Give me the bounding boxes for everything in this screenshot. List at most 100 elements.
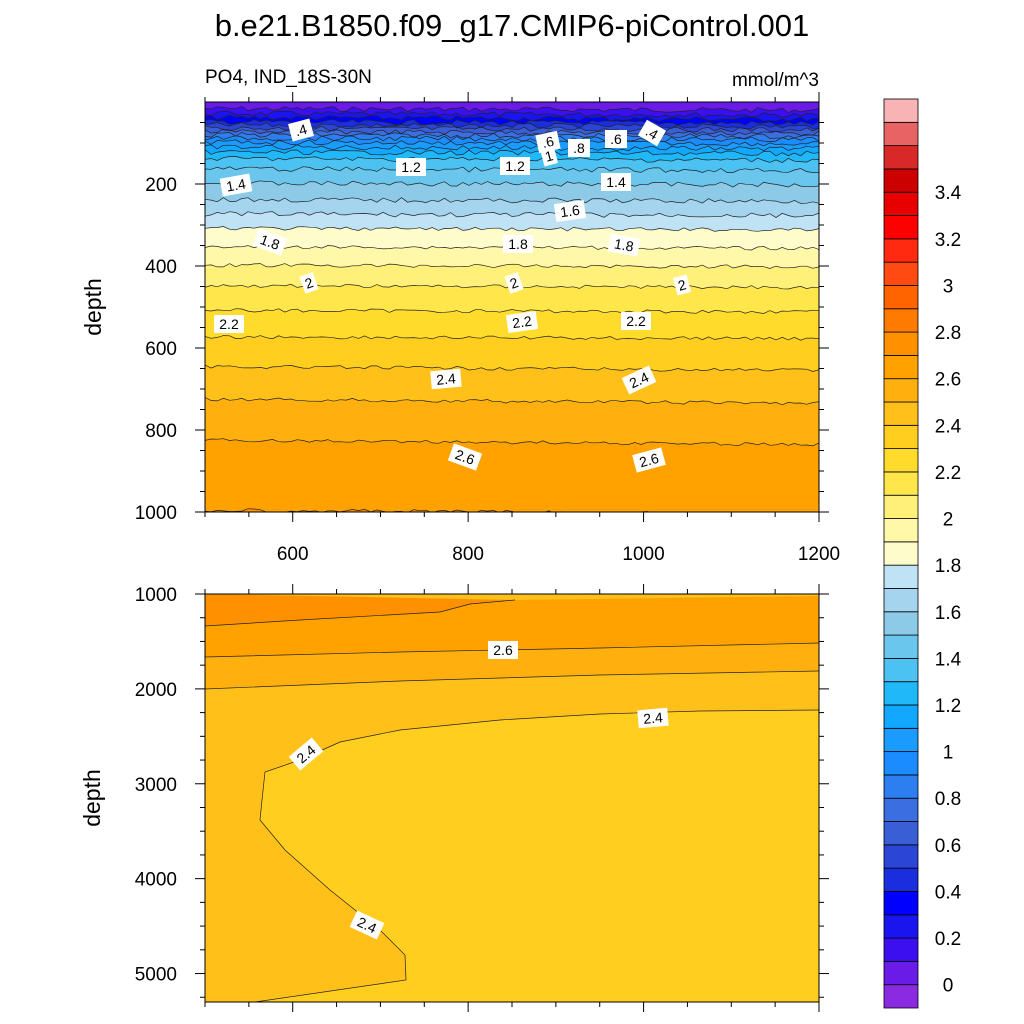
upper-contour-1.5 (205, 180, 819, 188)
units-subtitle: mmol/m^3 (732, 70, 819, 91)
lower-band-2.5 (205, 643, 819, 689)
upper-contour-0.9 (205, 135, 819, 142)
svg-text:2.2: 2.2 (511, 313, 533, 332)
upper-contour-label: 2.2 (505, 310, 539, 334)
svg-text:.4: .4 (293, 121, 309, 140)
upper-contour-label: 1.2 (500, 157, 530, 175)
colorbar-box (883, 378, 919, 403)
colorbar-tick-label: 0.8 (935, 789, 961, 810)
upper-axis-ticks: 600 800 1000 1200 200 400 600 800 1000 (135, 92, 840, 565)
colorbar-box (883, 354, 919, 380)
colorbar-box (883, 191, 919, 216)
upper-contour-1.8 (205, 226, 819, 232)
upper-contour-0.2 (205, 110, 819, 118)
upper-x-tick-label: 800 (452, 544, 484, 565)
lower-y-tick-label: 2000 (135, 680, 177, 701)
svg-text:.6: .6 (610, 131, 622, 147)
colorbar-box (883, 564, 919, 589)
lower-contour-label: 2.6 (488, 641, 518, 659)
svg-text:1.8: 1.8 (508, 236, 528, 252)
upper-contour-label: 1.8 (252, 228, 288, 256)
lower-contour-2.5 (205, 670, 819, 690)
lower-axis-ticks: 1000 2000 3000 4000 5000 (135, 584, 829, 1012)
colorbar-box (883, 541, 919, 566)
upper-band-2.6 (205, 438, 819, 512)
lower-contour-label: 2.4 (349, 910, 385, 940)
colorbar-box (883, 261, 919, 286)
lower-contour-label: 2.4 (637, 707, 669, 729)
upper-contour-2.4 (205, 364, 819, 372)
colorbar-box (883, 797, 919, 822)
colorbar-box (883, 98, 919, 123)
colorbar-box (883, 331, 919, 356)
upper-contour-0.1 (205, 106, 819, 114)
svg-text:1.8: 1.8 (613, 235, 635, 254)
colorbar-box (883, 634, 919, 659)
lower-y-tick-label: 3000 (135, 775, 177, 796)
upper-contour-label: 2.4 (430, 368, 462, 390)
svg-text:.8: .8 (573, 140, 585, 156)
colorbar-tick-label: 2 (943, 510, 954, 531)
upper-contour-label: 1 (539, 145, 559, 167)
colorbar-box (883, 121, 919, 147)
colorbar-tick-label: 0 (943, 976, 954, 997)
colorbar-box (883, 984, 919, 1009)
upper-contour-2.0 (205, 263, 819, 269)
svg-text:1.2: 1.2 (505, 158, 525, 174)
svg-text:2.2: 2.2 (626, 313, 646, 329)
colorbar-box (883, 704, 919, 729)
upper-y-tick-label: 200 (145, 175, 177, 196)
colorbar-tick-label: 2.8 (935, 323, 961, 344)
svg-text:1.8: 1.8 (258, 231, 282, 253)
colorbar: 0 0.2 0.4 0.6 0.8 1 1.2 1.4 1.6 1.8 2 2.2 2.4 2.6 2.8 3… (883, 98, 962, 1009)
upper-x-tick-label: 1200 (798, 544, 840, 565)
colorbar-box (883, 168, 919, 193)
colorbar-box (883, 518, 919, 543)
upper-contour-2.3 (205, 335, 819, 341)
lower-contour-labels: 2.62.42.42.4 (288, 641, 669, 940)
colorbar-box (883, 588, 919, 613)
svg-text:2.4: 2.4 (627, 369, 652, 392)
colorbar-tick-label: 0.4 (935, 882, 962, 903)
lower-contour-2.4 (254, 709, 819, 1002)
lower-y-tick-label: 5000 (135, 965, 177, 986)
upper-contour-labels: .6.41.2 1.21.8.6.41.4 1.41.61.8 1.8 1.82 2 22.… (214, 118, 692, 473)
upper-contour-label: 1.2 (396, 158, 426, 176)
svg-text:2.4: 2.4 (643, 709, 664, 727)
svg-text:1: 1 (543, 147, 555, 165)
upper-contour-label: 2.6 (632, 447, 666, 473)
colorbar-tick-label: 2.2 (935, 463, 961, 484)
lower-band-2.7 (205, 594, 515, 626)
upper-y-tick-label: 800 (145, 421, 177, 442)
colorbar-box (883, 471, 919, 496)
upper-field-fill (205, 102, 819, 512)
colorbar-box (883, 215, 919, 240)
svg-text:2.6: 2.6 (638, 450, 661, 471)
upper-contour-2.7 (205, 508, 765, 512)
upper-contour-label: 2.6 (447, 443, 483, 471)
colorbar-box (883, 611, 919, 636)
colorbar-box (883, 657, 919, 683)
svg-text:1.2: 1.2 (401, 159, 421, 175)
svg-text:1.6: 1.6 (559, 202, 581, 221)
colorbar-tick-label: 0.2 (935, 929, 961, 950)
colorbar-box (883, 145, 919, 170)
upper-contour-1.2 (205, 149, 819, 157)
upper-y-axis-label: depth (80, 278, 106, 336)
svg-text:2: 2 (676, 276, 688, 294)
colorbar-tick-label: 3.4 (935, 183, 962, 204)
colorbar-tick-label: 1.4 (935, 649, 962, 670)
upper-contour-label: 1.4 (219, 173, 253, 197)
colorbar-box (883, 424, 919, 450)
colorbar-box (883, 751, 919, 776)
colorbar-box (883, 285, 919, 310)
colorbar-tick-label: 3.2 (935, 230, 961, 251)
upper-contour-label: 2.4 (621, 365, 657, 395)
upper-contour-2.6 (205, 438, 819, 447)
upper-contour-1.6 (205, 197, 819, 204)
upper-contour-label: 1.4 (601, 173, 631, 191)
upper-contour-label: .6 (605, 130, 627, 148)
colorbar-tick-label: 2.4 (935, 416, 962, 437)
colorbar-box (883, 681, 919, 706)
upper-contour-label: 2.2 (214, 315, 244, 333)
